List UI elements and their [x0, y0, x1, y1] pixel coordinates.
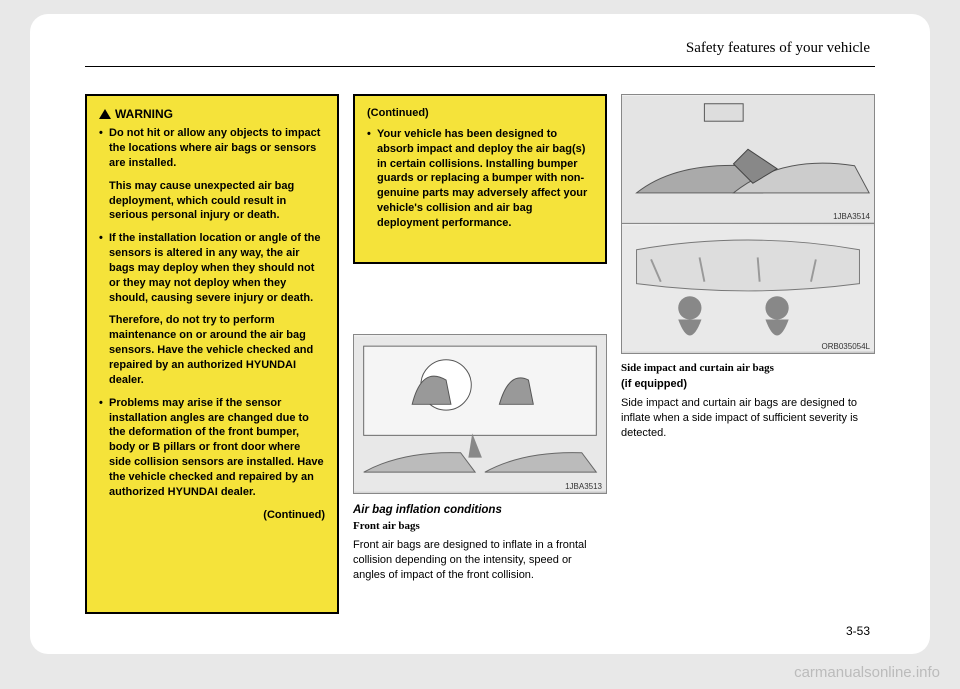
warning-title-text: WARNING — [115, 107, 173, 121]
continued-label: (Continued) — [99, 508, 325, 523]
warning-item-2: If the installation location or angle of… — [99, 231, 325, 305]
warning-triangle-icon — [99, 109, 111, 119]
warning-para-1: This may cause unexpected air bag deploy… — [99, 179, 325, 224]
side-impact-illustration — [622, 95, 874, 223]
figure-front-airbag: 1JBA3513 — [353, 334, 607, 494]
column-3: 1JBA3514 ORB035054L Side impact and curt… — [621, 94, 875, 614]
column-1: WARNING Do not hit or allow any objects … — [85, 94, 339, 614]
side-curtain-sub: (if equipped) — [621, 378, 875, 390]
page-number: 3-53 — [846, 624, 870, 638]
column-2: (Continued) Your vehicle has been design… — [353, 94, 607, 614]
warning-list-3: Problems may arise if the sensor install… — [99, 396, 325, 500]
watermark-text: carmanualsonline.info — [794, 664, 940, 681]
front-airbags-text: Front air bags are designed to inflate i… — [353, 538, 607, 583]
figure-code-2: 1JBA3514 — [833, 212, 870, 221]
header-rule — [85, 66, 875, 67]
curtain-airbag-illustration — [622, 224, 874, 353]
warning2-list: Your vehicle has been designed to absorb… — [367, 127, 593, 231]
side-curtain-heading: Side impact and curtain air bags — [621, 362, 875, 374]
warning-list-2: If the installation location or angle of… — [99, 231, 325, 305]
warning-box-2: (Continued) Your vehicle has been design… — [353, 94, 607, 264]
content-columns: WARNING Do not hit or allow any objects … — [85, 94, 875, 614]
airbag-conditions-heading: Air bag inflation conditions — [353, 504, 607, 516]
warning-list: Do not hit or allow any objects to impac… — [99, 126, 325, 171]
front-airbags-subheading: Front air bags — [353, 520, 607, 532]
side-curtain-text: Side impact and curtain air bags are des… — [621, 396, 875, 441]
manual-page: Safety features of your vehicle WARNING … — [30, 14, 930, 654]
figure-curtain-airbag: ORB035054L — [621, 224, 875, 354]
figure-code-1: 1JBA3513 — [565, 482, 602, 491]
figure-side-impact: 1JBA3514 — [621, 94, 875, 224]
warning-title: WARNING — [99, 106, 325, 122]
front-airbag-illustration — [354, 335, 606, 493]
warning2-item: Your vehicle has been designed to absorb… — [367, 127, 593, 231]
column-2-gap — [353, 264, 607, 334]
section-header: Safety features of your vehicle — [686, 40, 870, 57]
warning-para-2: Therefore, do not try to perform mainten… — [99, 313, 325, 387]
warning-item-1: Do not hit or allow any objects to impac… — [99, 126, 325, 171]
warning-item-3: Problems may arise if the sensor install… — [99, 396, 325, 500]
warning-box-1: WARNING Do not hit or allow any objects … — [85, 94, 339, 614]
continued-head: (Continued) — [367, 106, 593, 121]
figure-code-3: ORB035054L — [822, 342, 870, 351]
